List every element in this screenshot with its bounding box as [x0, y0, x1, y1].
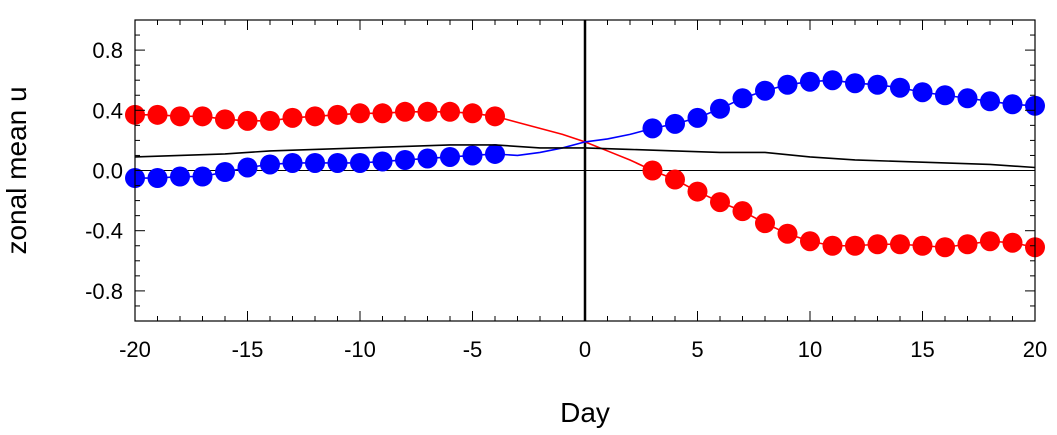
- data-point: [665, 169, 685, 190]
- data-point: [215, 109, 235, 130]
- data-point: [170, 106, 190, 127]
- data-point: [417, 101, 438, 122]
- data-point: [462, 103, 483, 124]
- data-point: [710, 98, 730, 119]
- data-point: [710, 192, 730, 213]
- data-point: [215, 162, 235, 183]
- data-point: [372, 151, 393, 172]
- data-point: [755, 213, 775, 234]
- data-point: [890, 234, 910, 255]
- data-point: [282, 152, 303, 173]
- data-point: [327, 104, 348, 125]
- x-tick-label: -15: [232, 337, 264, 362]
- data-point: [260, 110, 280, 131]
- series-2: [134, 144, 1036, 169]
- data-point: [935, 237, 955, 258]
- x-tick-label: 10: [798, 337, 822, 362]
- data-point: [147, 168, 168, 189]
- x-tick-label: 0: [579, 337, 591, 362]
- y-tick-label: 0.8: [92, 38, 123, 63]
- x-tick-label: -20: [119, 337, 151, 362]
- data-point: [732, 88, 753, 109]
- data-point: [957, 234, 978, 255]
- x-tick-label: 5: [691, 337, 703, 362]
- data-point: [642, 118, 663, 139]
- data-point: [327, 152, 348, 173]
- data-point: [890, 77, 910, 98]
- data-point: [1002, 232, 1023, 253]
- data-point: [777, 223, 798, 244]
- data-point: [170, 166, 190, 187]
- data-point: [980, 91, 1000, 112]
- x-tick-label: -5: [463, 337, 483, 362]
- y-tick-label: 0.4: [92, 98, 123, 123]
- data-point: [282, 107, 303, 128]
- data-point: [350, 103, 370, 124]
- plot-frame: [134, 19, 1036, 322]
- data-point: [147, 104, 168, 125]
- data-point: [912, 235, 933, 256]
- data-point: [822, 235, 843, 256]
- data-point: [372, 103, 393, 124]
- x-axis-title: Day: [560, 397, 610, 428]
- data-point: [440, 146, 460, 167]
- data-point: [237, 110, 258, 131]
- data-point: [912, 82, 933, 103]
- data-point: [350, 152, 370, 173]
- data-point: [192, 106, 213, 127]
- zero-lines: [135, 20, 1035, 321]
- x-tick-label: 20: [1023, 337, 1047, 362]
- data-point: [192, 166, 213, 187]
- data-point: [440, 101, 460, 122]
- y-axis-title: zonal mean u: [1, 86, 32, 254]
- data-point: [800, 71, 820, 92]
- data-point: [665, 113, 685, 134]
- data-point: [260, 154, 280, 175]
- ticks-layer: -20 -15 -10 -5 0 5 10 15 20 0.8 0.4 0.0 -0.4 -0.8: [85, 19, 1047, 362]
- series-0: [125, 101, 1045, 258]
- data-point: [642, 160, 663, 181]
- data-point: [687, 181, 708, 202]
- data-point: [867, 74, 888, 95]
- data-point: [935, 85, 955, 106]
- data-point: [980, 231, 1000, 252]
- data-point: [485, 143, 505, 164]
- data-point: [845, 73, 865, 94]
- series-line: [134, 144, 1036, 169]
- data-point: [777, 74, 798, 95]
- data-point: [755, 80, 775, 101]
- y-tick-label: -0.4: [85, 219, 123, 244]
- data-point: [687, 107, 708, 128]
- data-point: [800, 231, 820, 252]
- data-point: [822, 70, 843, 91]
- data-point: [957, 88, 978, 109]
- data-point: [845, 235, 865, 256]
- data-point: [485, 106, 505, 127]
- data-point: [237, 157, 258, 178]
- data-point: [1002, 94, 1023, 115]
- data-point: [395, 149, 415, 170]
- data-point: [395, 101, 415, 122]
- data-point: [417, 148, 438, 169]
- data-point: [732, 201, 753, 222]
- x-tick-label: 15: [910, 337, 934, 362]
- data-point: [305, 106, 325, 127]
- x-tick-label: -10: [344, 337, 376, 362]
- data-point: [867, 234, 888, 255]
- y-tick-label: -0.8: [85, 279, 123, 304]
- data-point: [462, 145, 483, 166]
- y-tick-label: 0.0: [92, 159, 123, 184]
- data-point: [305, 152, 325, 173]
